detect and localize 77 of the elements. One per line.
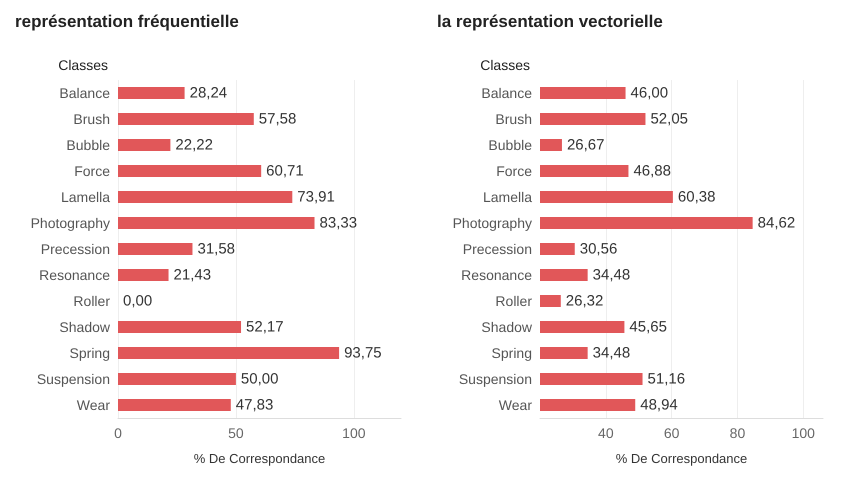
y-axis-title: Classes [58, 57, 108, 73]
y-tick-label: Resonance [39, 267, 110, 283]
y-tick-label: Spring [492, 345, 532, 361]
data-label: 28,24 [190, 84, 228, 102]
y-tick-label: Resonance [461, 267, 532, 283]
bar [118, 321, 242, 333]
y-axis-title: Classes [480, 57, 530, 73]
data-label: 73,91 [297, 188, 335, 206]
data-label: 45,65 [629, 318, 667, 336]
y-tick-label: Roller [495, 293, 532, 309]
x-tick-label: 40 [598, 425, 614, 441]
bar [118, 191, 292, 203]
data-label: 47,83 [236, 396, 274, 414]
x-axis-title: % De Correspondance [616, 451, 748, 466]
bar [118, 139, 170, 151]
y-tick-label: Balance [481, 85, 532, 101]
data-label: 60,38 [678, 188, 716, 206]
data-label: 84,62 [758, 214, 796, 232]
bar [118, 347, 340, 359]
data-label: 48,94 [640, 396, 678, 414]
bar [118, 399, 231, 411]
x-axis-title: % De Correspondance [194, 451, 326, 466]
y-tick-label: Lamella [482, 189, 532, 205]
data-label: 26,32 [566, 292, 604, 310]
y-tick-label: Force [496, 163, 532, 179]
data-label: 52,17 [246, 318, 284, 336]
x-tick-label: 50 [228, 425, 244, 441]
bar [118, 269, 169, 281]
x-tick-label: 80 [730, 425, 746, 441]
y-tick-label: Spring [70, 345, 110, 361]
bar [118, 217, 315, 229]
y-tick-label: Roller [73, 293, 110, 309]
bar [118, 113, 254, 125]
chart-title: la représentation vectorielle [437, 12, 663, 31]
y-tick-label: Balance [59, 85, 110, 101]
data-label: 93,75 [344, 344, 382, 362]
bar [118, 165, 262, 177]
y-tick-label: Wear [498, 397, 532, 413]
y-tick-label: Brush [73, 111, 110, 127]
data-label: 31,58 [197, 240, 236, 258]
bar [118, 243, 192, 255]
data-label: 57,58 [258, 110, 296, 128]
data-label: 51,16 [648, 370, 686, 388]
data-label: 34,48 [592, 344, 630, 362]
data-label: 30,56 [580, 240, 618, 258]
data-label: 34,48 [592, 266, 630, 284]
x-tick-label: 100 [792, 425, 816, 441]
y-tick-label: Suspension [458, 371, 532, 387]
bar [118, 373, 236, 385]
chart-title: représentation fréquentielle [15, 12, 239, 31]
data-label: 0,00 [123, 292, 152, 310]
y-tick-label: Wear [76, 397, 110, 413]
y-tick-label: Suspension [36, 371, 110, 387]
y-tick-label: Force [74, 163, 110, 179]
data-label: 60,71 [266, 162, 304, 180]
data-label: 22,22 [175, 136, 213, 154]
data-label: 52,05 [650, 110, 688, 128]
y-tick-label: Shadow [59, 319, 111, 335]
bar [118, 87, 185, 99]
x-tick-label: 60 [664, 425, 680, 441]
y-tick-label: Photography [30, 215, 110, 231]
y-tick-label: Bubble [488, 137, 532, 153]
data-label: 46,88 [633, 162, 671, 180]
data-label: 46,00 [630, 84, 668, 102]
data-label: 50,00 [240, 370, 278, 388]
x-tick-label: 0 [114, 425, 122, 441]
data-label: 83,33 [320, 214, 358, 232]
y-tick-label: Shadow [481, 319, 533, 335]
y-tick-label: Lamella [60, 189, 110, 205]
y-tick-label: Photography [452, 215, 532, 231]
x-tick-label: 100 [342, 425, 366, 441]
y-tick-label: Bubble [66, 137, 110, 153]
data-label: 26,67 [566, 136, 604, 154]
y-tick-label: Precession [40, 241, 110, 257]
y-tick-label: Brush [495, 111, 532, 127]
data-label: 21,43 [174, 266, 212, 284]
y-tick-label: Precession [462, 241, 532, 257]
